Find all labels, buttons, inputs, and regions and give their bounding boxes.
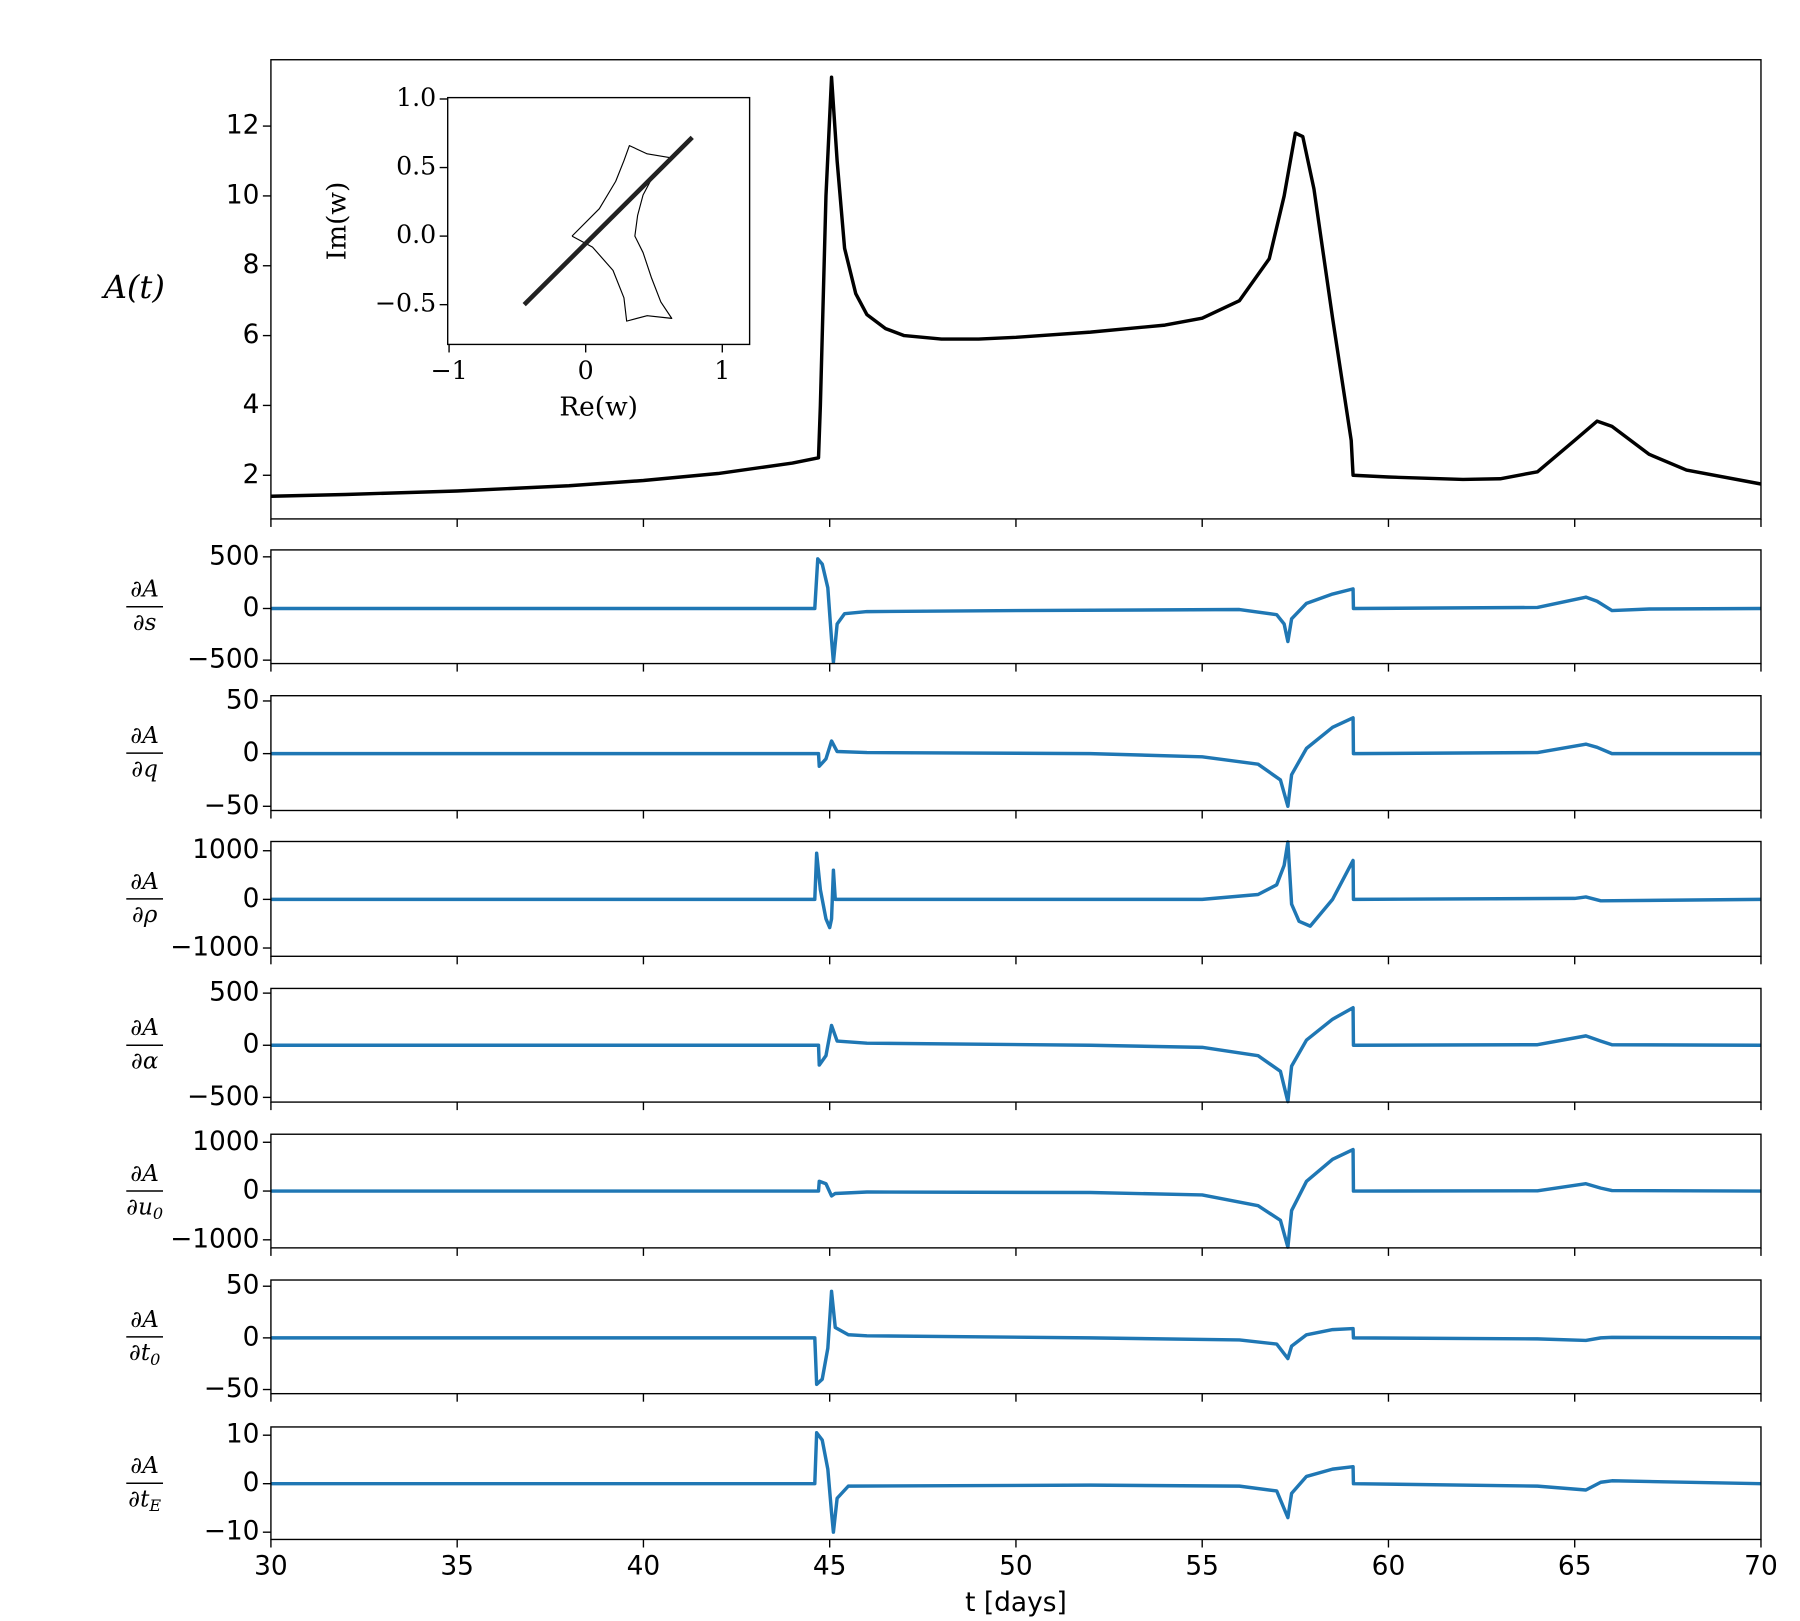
y-tick-label: −50: [204, 790, 260, 821]
x-tick-label: 45: [813, 1551, 847, 1582]
x-tick-label: 30: [254, 1551, 288, 1582]
x-tick-label: 55: [1185, 1551, 1219, 1582]
y-label-denominator: ∂tE: [128, 1486, 161, 1514]
denominator-subscript: 0: [153, 1204, 163, 1223]
y-label-numerator: ∂A: [130, 577, 158, 603]
y-tick-label: 6: [243, 319, 260, 350]
y-tick-label: 10: [226, 179, 260, 210]
y-tick-label: 0: [243, 1321, 260, 1352]
y-tick-label: 4: [243, 389, 260, 420]
y-tick-label: −1000: [170, 932, 259, 963]
x-tick-label: 50: [999, 1551, 1033, 1582]
data-line: [270, 1147, 1761, 1249]
y-label-numerator: ∂A: [130, 1015, 158, 1041]
y-axis-label: Im(w): [322, 182, 353, 261]
denominator-text: ∂u: [126, 1194, 153, 1220]
y-label-denominator: ∂u0: [126, 1194, 163, 1222]
denominator-text: ∂ρ: [132, 902, 158, 928]
y-tick-label: 500: [209, 540, 259, 571]
y-tick-label: 0.0: [396, 220, 436, 249]
x-tick-label: −1: [430, 356, 467, 385]
y-tick-label: 0.5: [396, 152, 436, 181]
data-line: [522, 135, 694, 307]
y-tick-label: 1.0: [396, 83, 436, 112]
y-tick-label: 0: [243, 1467, 260, 1498]
y-tick-label: 12: [226, 110, 260, 141]
denominator-text: ∂q: [131, 756, 158, 782]
x-tick-label: 0: [578, 356, 594, 385]
y-label-denominator: ∂ρ: [132, 902, 158, 928]
y-label-denominator: ∂q: [131, 756, 158, 782]
y-label-numerator: ∂A: [130, 1307, 158, 1333]
y-tick-label: 1000: [192, 834, 259, 865]
denominator-text: ∂t: [128, 1486, 150, 1512]
y-tick-label: 0: [243, 737, 260, 768]
y-tick-label: 0: [243, 592, 260, 623]
y-tick-label: −1000: [170, 1223, 259, 1254]
y-tick-label: −500: [187, 1081, 259, 1112]
data-line: [270, 1006, 1761, 1104]
y-tick-label: 8: [243, 249, 260, 280]
y-tick-label: 1000: [192, 1126, 259, 1157]
y-tick-label: 0: [243, 1029, 260, 1060]
denominator-text: ∂t: [129, 1340, 151, 1366]
y-tick-label: 500: [209, 977, 259, 1008]
data-line: [270, 1289, 1761, 1387]
y-tick-label: 0: [243, 1175, 260, 1206]
y-label-denominator: ∂t0: [129, 1340, 160, 1368]
y-label-denominator: ∂s: [133, 610, 157, 636]
data-line: [270, 716, 1761, 809]
y-label-denominator: ∂α: [131, 1048, 159, 1074]
y-tick-label: 50: [226, 1270, 260, 1301]
x-tick-label: 60: [1372, 1551, 1406, 1582]
data-line: [270, 75, 1762, 498]
data-line: [270, 557, 1761, 664]
x-tick-label: 40: [627, 1551, 661, 1582]
y-tick-label: 2: [243, 459, 260, 490]
denominator-text: ∂s: [133, 610, 157, 636]
y-tick-label: 0: [243, 883, 260, 914]
x-tick-label: 35: [440, 1551, 474, 1582]
y-label-numerator: ∂A: [130, 869, 158, 895]
y-tick-label: 50: [226, 684, 260, 715]
inset-background: [447, 97, 750, 345]
data-line: [270, 1431, 1762, 1534]
denominator-subscript: E: [148, 1496, 161, 1515]
data-line: [270, 840, 1761, 930]
y-label-numerator: ∂A: [130, 1161, 158, 1187]
x-tick-label: 1: [714, 356, 730, 385]
y-tick-label: −0.5: [375, 289, 436, 318]
y-tick-label: −50: [204, 1373, 260, 1404]
x-tick-label: 70: [1744, 1551, 1778, 1582]
y-label-numerator: ∂A: [130, 723, 158, 749]
x-axis-label: t [days]: [965, 1587, 1067, 1618]
denominator-text: ∂α: [131, 1048, 159, 1074]
y-label-numerator: ∂A: [130, 1453, 158, 1479]
y-tick-label: −500: [187, 644, 259, 675]
data-line: [571, 145, 673, 322]
axes-frame: [447, 96, 751, 346]
y-tick-label: 10: [226, 1419, 260, 1450]
denominator-subscript: 0: [150, 1349, 160, 1368]
y-tick-label: −10: [204, 1516, 260, 1547]
x-axis-label: Re(w): [559, 392, 638, 423]
y-axis-label: A(t): [101, 268, 165, 306]
x-tick-label: 65: [1558, 1551, 1592, 1582]
